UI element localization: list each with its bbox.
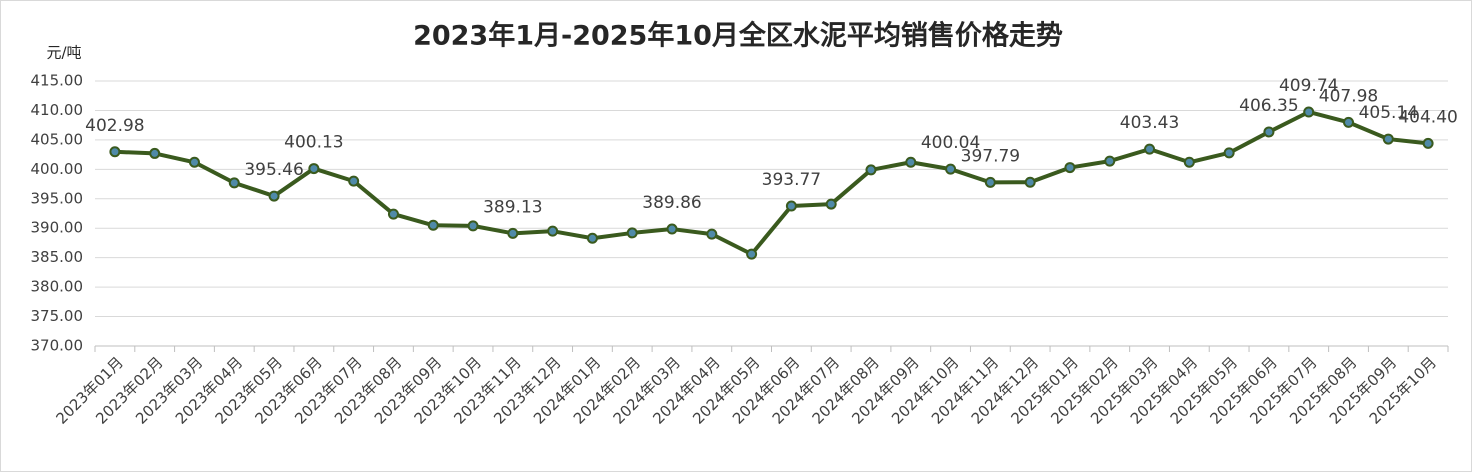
marker bbox=[1343, 116, 1355, 128]
y-tick-label: 390.00 bbox=[31, 219, 84, 237]
marker bbox=[1382, 133, 1394, 145]
marker bbox=[1064, 162, 1076, 174]
marker bbox=[507, 227, 519, 239]
y-tick-label: 395.00 bbox=[31, 189, 84, 207]
marker bbox=[308, 163, 320, 175]
data-label: 407.98 bbox=[1319, 86, 1378, 106]
marker bbox=[666, 223, 678, 235]
marker bbox=[427, 219, 439, 231]
marker bbox=[1104, 155, 1116, 167]
marker bbox=[905, 156, 917, 168]
marker bbox=[706, 228, 718, 240]
marker bbox=[945, 163, 957, 175]
y-tick-label: 375.00 bbox=[31, 307, 84, 325]
marker bbox=[467, 220, 479, 232]
y-tick-label: 385.00 bbox=[31, 248, 84, 266]
marker bbox=[149, 147, 161, 159]
y-tick-label: 415.00 bbox=[31, 72, 84, 90]
data-label: 389.13 bbox=[483, 197, 542, 217]
data-label: 395.46 bbox=[244, 160, 303, 180]
data-label: 404.40 bbox=[1398, 107, 1457, 127]
marker bbox=[387, 208, 399, 220]
marker bbox=[268, 190, 280, 202]
marker bbox=[1303, 106, 1315, 118]
marker bbox=[785, 200, 797, 212]
marker bbox=[109, 146, 121, 158]
data-label: 403.43 bbox=[1120, 113, 1179, 133]
marker bbox=[984, 176, 996, 188]
marker bbox=[348, 175, 360, 187]
marker bbox=[1024, 176, 1036, 188]
marker bbox=[1422, 137, 1434, 149]
line bbox=[114, 109, 1429, 257]
data-label: 400.04 bbox=[921, 133, 980, 153]
data-label: 400.13 bbox=[284, 133, 343, 153]
marker bbox=[746, 248, 758, 260]
marker bbox=[865, 164, 877, 176]
marker bbox=[228, 177, 240, 189]
data-label: 406.35 bbox=[1239, 96, 1298, 116]
marker bbox=[626, 227, 638, 239]
marker bbox=[825, 198, 837, 210]
y-tick-label: 370.00 bbox=[31, 337, 84, 355]
y-tick-label: 400.00 bbox=[31, 160, 84, 178]
marker bbox=[547, 225, 559, 237]
marker bbox=[1223, 147, 1235, 159]
y-tick-label: 380.00 bbox=[31, 278, 84, 296]
data-label: 405.14 bbox=[1359, 103, 1418, 123]
y-axis-label: 元/吨 bbox=[46, 44, 81, 62]
data-label: 397.79 bbox=[961, 146, 1020, 166]
y-tick-label: 405.00 bbox=[31, 130, 84, 148]
data-label: 402.98 bbox=[85, 116, 144, 136]
marker bbox=[1183, 156, 1195, 168]
y-tick-label: 410.00 bbox=[31, 101, 84, 119]
data-label: 389.86 bbox=[642, 193, 701, 213]
marker bbox=[188, 156, 200, 168]
chart-title: 2023年1月-2025年10月全区水泥平均销售价格走势 bbox=[413, 20, 1063, 52]
data-label: 393.77 bbox=[762, 170, 821, 190]
marker bbox=[1263, 126, 1275, 138]
data-label: 409.74 bbox=[1279, 76, 1338, 96]
marker bbox=[586, 232, 598, 244]
marker bbox=[1144, 143, 1156, 155]
